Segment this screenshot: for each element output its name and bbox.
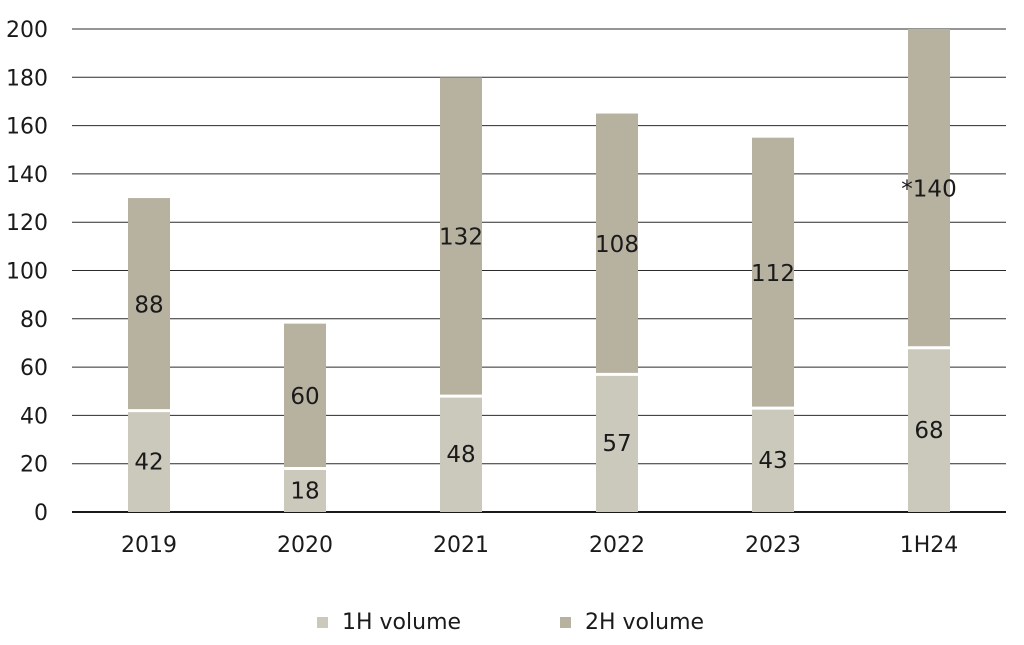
y-tick-label: 20	[20, 453, 48, 478]
data-label-2h: 108	[595, 232, 639, 258]
y-axis-tick-labels: 0 20 40 60 80 100 120 140 160 180 200	[6, 18, 48, 526]
x-tick-label: 2019	[121, 533, 177, 558]
data-label-2h: 60	[290, 384, 319, 410]
x-tick-label: 2023	[745, 533, 801, 558]
x-tick-label: 2022	[589, 533, 645, 558]
bar-segment-1h	[908, 347, 950, 512]
data-label-1h: 48	[446, 442, 475, 468]
bar-segment-2h	[128, 198, 170, 411]
bar-segment-1h	[752, 408, 794, 512]
x-tick-label: 2020	[277, 533, 333, 558]
data-label-2h: *140	[901, 176, 956, 202]
legend-item-2h: 2H volume	[560, 610, 704, 635]
y-tick-label: 140	[6, 163, 48, 188]
y-tick-label: 160	[6, 115, 48, 140]
x-axis-tick-labels: 2019 2020 2021 2022 2023 1H24	[121, 533, 958, 558]
x-tick-label: 1H24	[900, 533, 959, 558]
y-tick-label: 180	[6, 66, 48, 91]
y-tick-label: 200	[6, 18, 48, 43]
legend-item-1h: 1H volume	[317, 610, 461, 635]
legend-label-2h: 2H volume	[585, 610, 705, 635]
legend: 1H volume 2H volume	[0, 610, 1024, 640]
x-tick-label: 2021	[433, 533, 489, 558]
y-tick-label: 60	[20, 356, 48, 381]
legend-swatch-1h	[317, 617, 328, 628]
data-label-2h: 112	[751, 261, 795, 287]
legend-swatch-2h	[560, 617, 571, 628]
bar-segment-2h	[908, 29, 950, 348]
bar-segment-2h	[440, 77, 482, 397]
bar-segment-2h	[596, 113, 638, 375]
bar-segment-1h	[284, 468, 326, 512]
y-tick-label: 0	[34, 501, 48, 526]
y-tick-label: 40	[20, 404, 48, 429]
bar-segment-2h	[284, 323, 326, 469]
data-label-2h: 88	[134, 292, 163, 318]
stacked-bar-chart: 0 20 40 60 80 100 120 140 160 180 200 2019 2020 2021…	[6, 18, 1006, 558]
data-label-2h: 132	[439, 225, 483, 251]
data-label-1h: 43	[758, 448, 787, 474]
bar-segment-1h	[440, 396, 482, 512]
data-labels: 42 88 18 60 48 132 57 108 43 112 68 *140	[134, 176, 956, 504]
data-label-1h: 42	[134, 449, 163, 475]
data-label-1h: 68	[914, 418, 943, 444]
y-tick-label: 80	[20, 308, 48, 333]
y-tick-label: 100	[6, 260, 48, 285]
bar-segment-1h	[128, 410, 170, 512]
bar-segment-1h	[596, 374, 638, 512]
y-tick-label: 120	[6, 211, 48, 236]
bar-segment-2h	[752, 137, 794, 409]
gridlines	[72, 28, 1006, 513]
data-label-1h: 57	[602, 431, 631, 457]
bars	[128, 29, 950, 512]
data-label-1h: 18	[290, 478, 319, 504]
legend-label-1h: 1H volume	[342, 610, 462, 635]
